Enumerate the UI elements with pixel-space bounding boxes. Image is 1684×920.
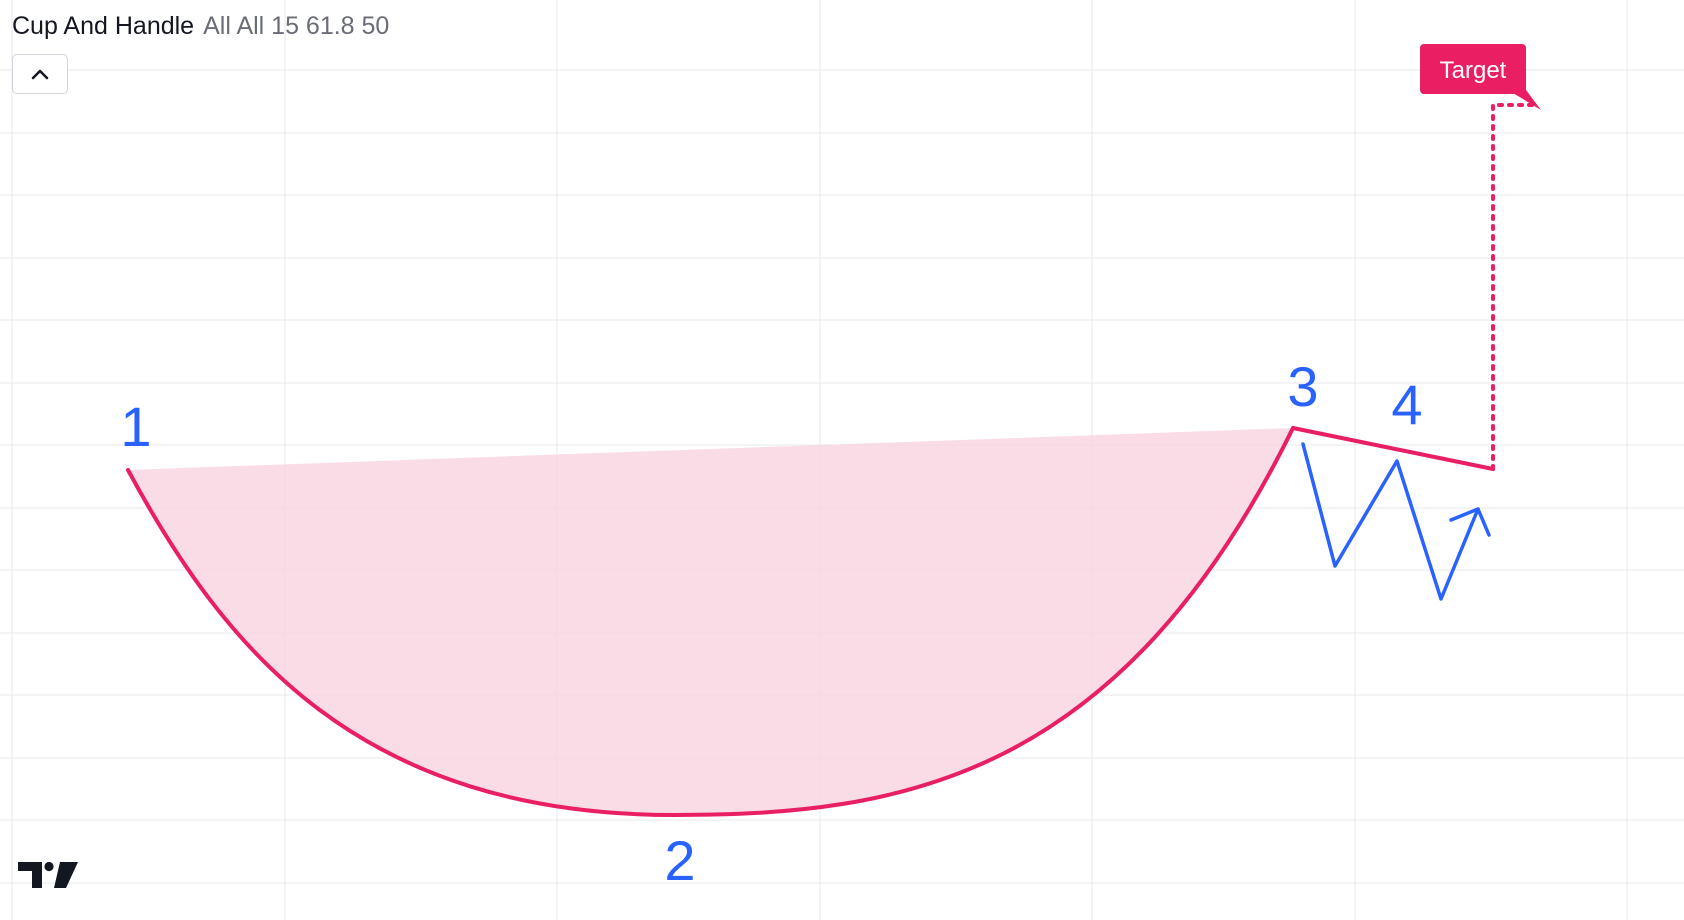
indicator-legend[interactable]: Cup And Handle All All 15 61.8 50	[12, 10, 389, 42]
legend-title[interactable]: Cup And Handle	[12, 11, 195, 40]
point-label-1: 1	[120, 395, 151, 458]
target-projection-line	[1491, 103, 1535, 471]
tradingview-logo[interactable]	[16, 858, 80, 890]
collapse-legend-button[interactable]	[12, 54, 68, 94]
point-label-2: 2	[664, 829, 695, 892]
arrow-up-icon	[1449, 507, 1491, 537]
legend-params: All All 15 61.8 50	[203, 11, 390, 40]
target-label: Target	[1440, 57, 1507, 84]
cup-fill-area	[128, 428, 1293, 815]
chevron-up-icon	[31, 69, 49, 80]
handle-zigzag-path	[1301, 442, 1480, 601]
handle-line[interactable]	[1291, 426, 1495, 471]
target-badge[interactable]: Target	[1420, 44, 1541, 110]
cup-curve-line[interactable]	[126, 426, 1295, 818]
point-label-4: 4	[1391, 373, 1422, 436]
point-label-3: 3	[1287, 355, 1318, 418]
